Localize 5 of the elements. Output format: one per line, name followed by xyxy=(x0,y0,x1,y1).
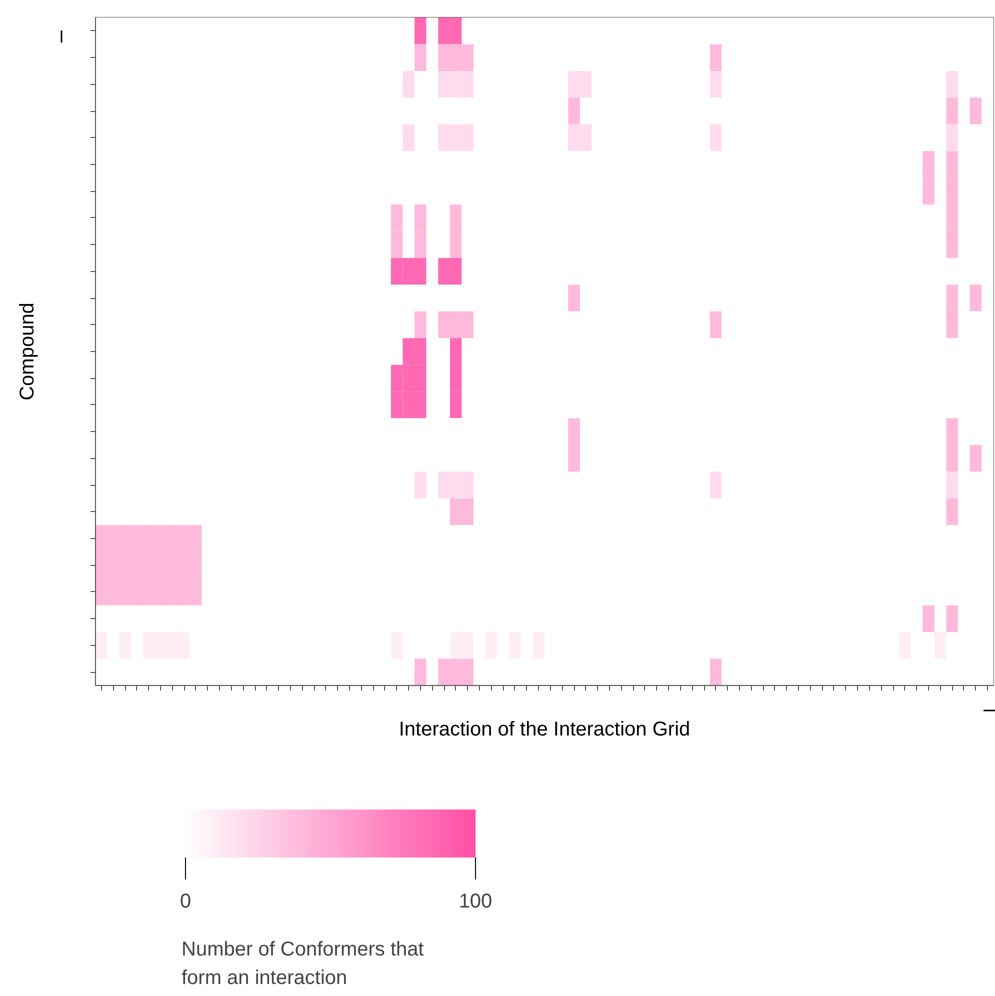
color-bar-label: 100 xyxy=(458,890,492,912)
y-axis-title: Compound xyxy=(16,302,38,400)
x-axis-title: Interaction of the Interaction Grid xyxy=(398,718,690,740)
color-bar-title: Number of Conformers that form an interaction xyxy=(182,938,424,990)
color-bar-label: 0 xyxy=(180,890,192,912)
